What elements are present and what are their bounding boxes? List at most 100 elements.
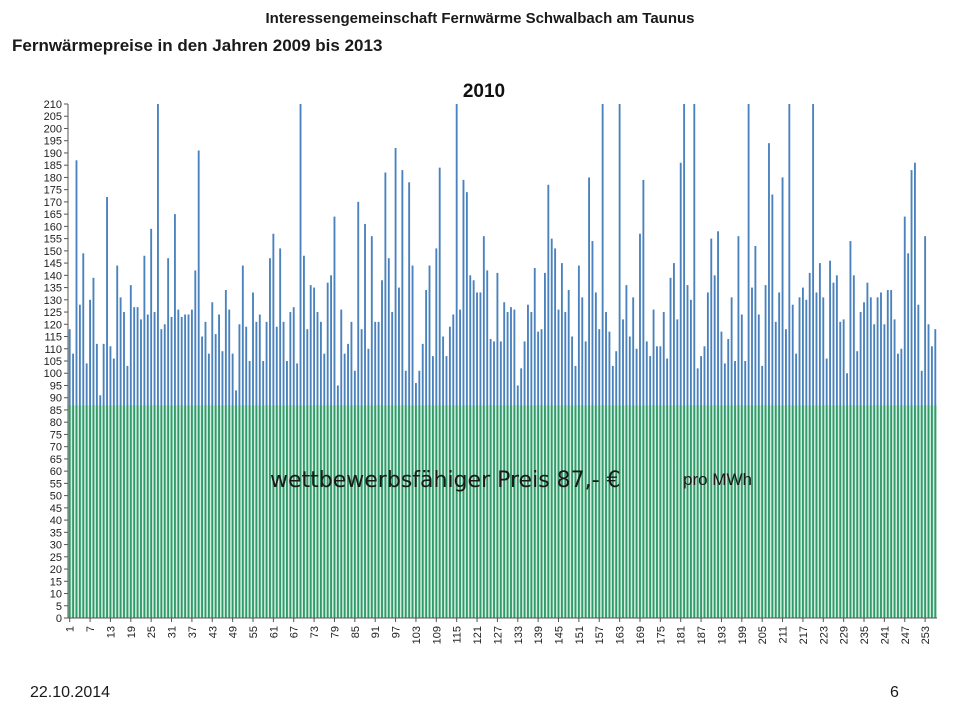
bar: [499, 341, 502, 618]
bar-lower-segment: [207, 405, 210, 618]
bar: [676, 319, 679, 618]
bar-lower-segment: [425, 405, 428, 618]
bar-upper-segment: [649, 356, 652, 406]
bar: [177, 309, 180, 618]
bar: [863, 302, 865, 618]
bar-upper-segment: [476, 292, 478, 406]
bar-lower-segment: [309, 405, 312, 618]
x-tick-label: 31: [167, 626, 179, 638]
x-tick-label: 55: [248, 626, 260, 638]
bar: [476, 292, 478, 618]
bar-upper-segment: [160, 329, 163, 406]
bar-upper-segment: [112, 358, 115, 406]
bar-upper-segment: [262, 361, 265, 406]
bar-lower-segment: [598, 405, 601, 618]
bar-lower-segment: [75, 405, 78, 618]
bar: [693, 104, 696, 618]
bar-upper-segment: [717, 231, 719, 406]
bar-upper-segment: [672, 263, 675, 406]
bar: [584, 341, 587, 618]
bar-lower-segment: [194, 405, 197, 618]
bar-lower-segment: [605, 405, 607, 618]
bar-upper-segment: [431, 356, 434, 406]
bar-upper-segment: [686, 285, 689, 406]
bar: [496, 272, 499, 618]
bar-upper-segment: [740, 314, 743, 406]
bar-lower-segment: [326, 405, 329, 618]
bar: [411, 265, 414, 618]
bar-upper-segment: [187, 314, 190, 406]
bar-upper-segment: [367, 348, 370, 406]
bar: [313, 287, 316, 618]
bar: [343, 353, 346, 618]
bar: [415, 383, 417, 618]
bar: [428, 265, 431, 618]
bar: [734, 361, 736, 618]
bar-upper-segment: [652, 309, 655, 406]
bar-lower-segment: [275, 405, 278, 618]
bar-upper-segment: [571, 336, 574, 406]
bar: [265, 321, 268, 618]
bar-lower-segment: [740, 405, 743, 618]
bar-upper-segment: [415, 383, 417, 406]
bar: [391, 312, 394, 618]
bar-lower-segment: [72, 405, 75, 618]
bar: [418, 370, 421, 618]
bar: [272, 233, 275, 618]
bar-lower-segment: [689, 405, 692, 618]
y-tick-label: 115: [44, 332, 62, 344]
y-tick-label: 55: [50, 478, 62, 490]
bar: [910, 170, 913, 618]
bar-lower-segment: [455, 405, 458, 618]
bar: [801, 287, 804, 618]
bar-lower-segment: [241, 405, 244, 618]
bar: [740, 314, 743, 618]
bar-upper-segment: [615, 351, 618, 406]
bar-upper-segment: [218, 314, 220, 406]
bar: [245, 326, 248, 618]
bar-upper-segment: [146, 314, 149, 406]
bar-lower-segment: [910, 405, 913, 618]
bar-upper-segment: [903, 216, 906, 406]
bar: [591, 241, 594, 618]
bar: [163, 324, 166, 618]
y-tick-label: 160: [44, 221, 62, 233]
bar: [448, 326, 451, 618]
bar-lower-segment: [248, 405, 251, 618]
bar: [907, 253, 910, 618]
bar-lower-segment: [554, 405, 557, 618]
bar-upper-segment: [530, 312, 533, 406]
bar-upper-segment: [387, 258, 390, 406]
y-tick-label: 95: [50, 380, 62, 392]
slide-title: Fernwärmepreise in den Jahren 2009 bis 2…: [12, 36, 383, 55]
bar-lower-segment: [839, 405, 842, 618]
bar-lower-segment: [846, 405, 848, 618]
bar: [696, 368, 699, 618]
bar-lower-segment: [757, 405, 760, 618]
bar-lower-segment: [927, 405, 930, 618]
bar: [197, 150, 200, 618]
bar: [452, 314, 455, 618]
x-tick-label: 133: [513, 626, 525, 644]
bar: [330, 275, 333, 618]
bar-lower-segment: [143, 405, 146, 618]
bar-lower-segment: [645, 405, 648, 618]
bar-upper-segment: [886, 290, 889, 406]
bar-upper-segment: [85, 363, 88, 406]
bar-lower-segment: [574, 405, 577, 618]
y-tick-label: 165: [44, 209, 62, 221]
bar: [241, 265, 244, 618]
bar-upper-segment: [754, 245, 757, 406]
bar: [672, 263, 675, 618]
bar-upper-segment: [360, 329, 363, 406]
bar: [350, 321, 353, 618]
bar: [601, 104, 604, 618]
bar-lower-segment: [795, 405, 798, 618]
bar-lower-segment: [628, 405, 631, 618]
bar: [218, 314, 220, 618]
bar-upper-segment: [323, 353, 326, 406]
x-tick-label: 157: [594, 626, 606, 644]
y-tick-label: 90: [50, 393, 62, 405]
bar-lower-segment: [438, 405, 441, 618]
y-tick-label: 205: [44, 111, 62, 123]
